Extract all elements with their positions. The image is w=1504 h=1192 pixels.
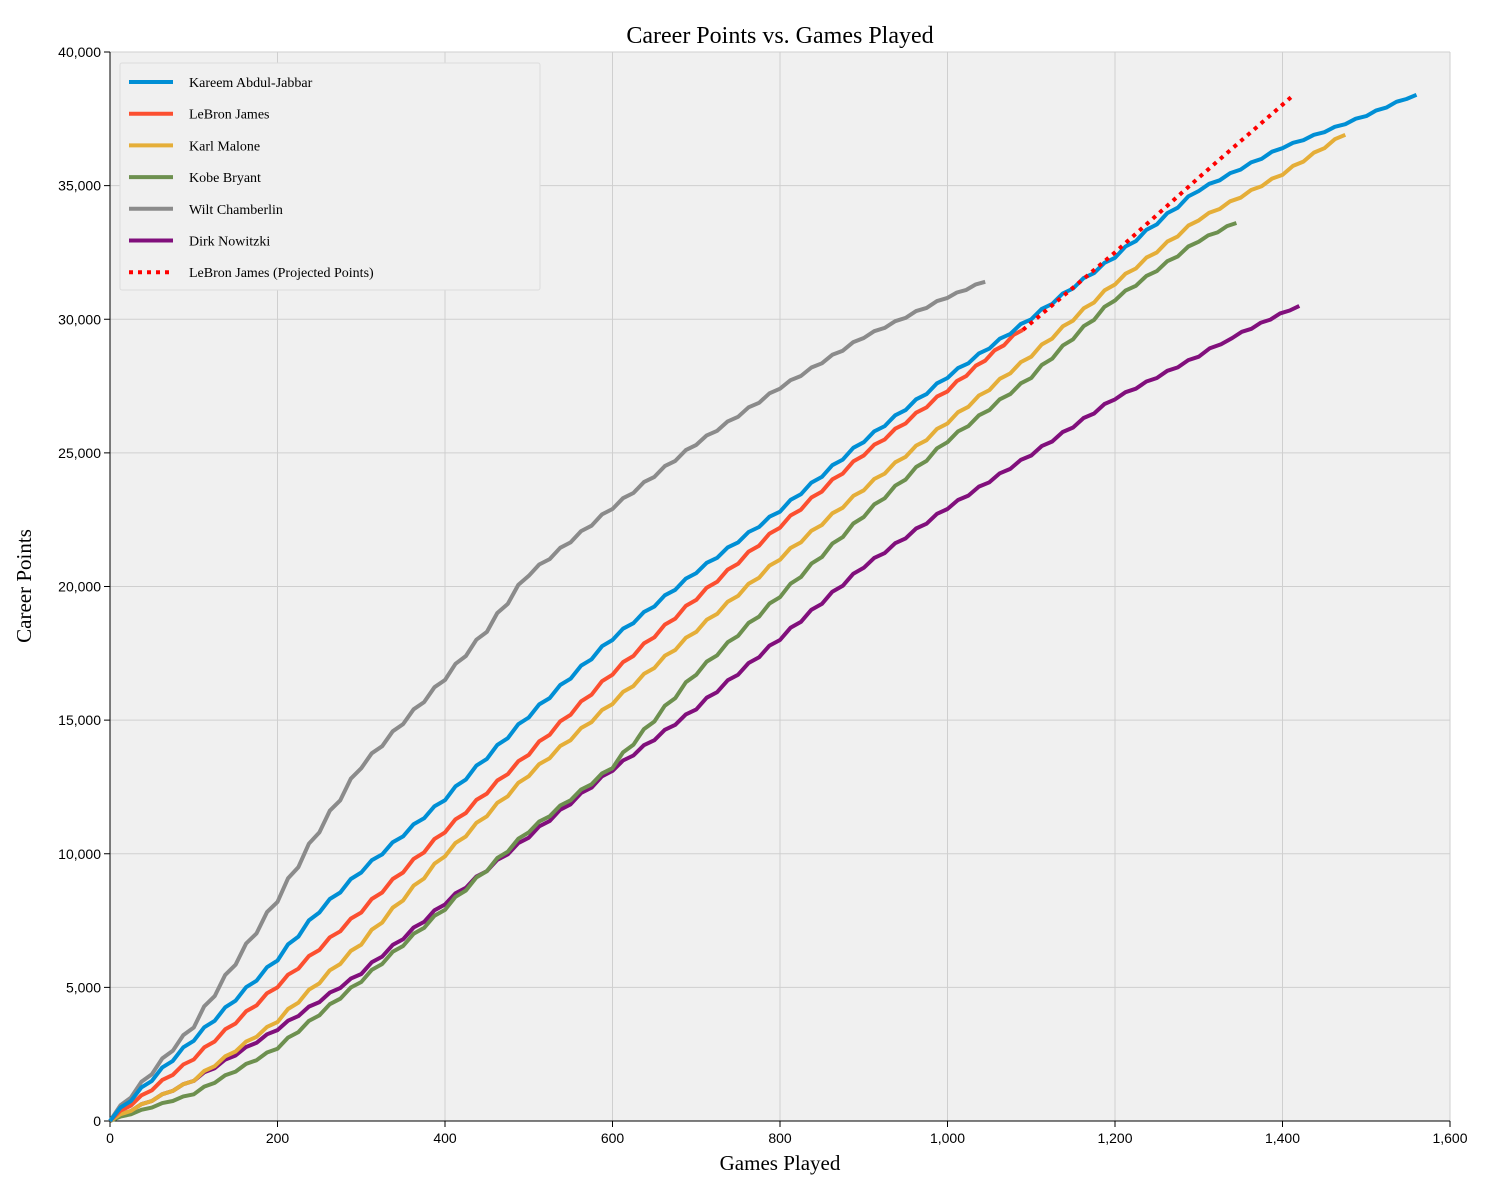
legend-label: LeBron James	[189, 108, 269, 123]
x-tick-label: 1,000	[930, 1130, 965, 1146]
x-axis-label: Games Played	[720, 1151, 841, 1175]
series-line-karl-malone	[108, 132, 1347, 1123]
x-tick-label: 1,600	[1432, 1130, 1467, 1146]
y-tick-label: 30,000	[58, 311, 101, 327]
x-tick-label: 200	[266, 1130, 290, 1146]
series-line-lebron-james	[108, 328, 1024, 1123]
x-tick-label: 1,400	[1265, 1130, 1300, 1146]
series-line-wilt-chamberlin	[108, 279, 986, 1123]
y-tick-label: 0	[93, 1113, 101, 1129]
chart-title: Career Points vs. Games Played	[626, 23, 933, 49]
legend: Kareem Abdul-Jabbar LeBron James Karl Malo…	[119, 62, 541, 291]
legend-label: Kobe Bryant	[189, 171, 261, 186]
series-line-kobe-bryant	[109, 221, 1238, 1123]
legend-label: Karl Malone	[189, 139, 260, 154]
y-tick-label: 5,000	[66, 979, 101, 995]
legend-label: Wilt Chamberlin	[189, 203, 283, 218]
y-tick-label: 10,000	[58, 846, 101, 862]
series-lines	[108, 92, 1418, 1123]
legend-label: LeBron James (Projected Points)	[189, 266, 374, 281]
x-tick-label: 600	[601, 1130, 625, 1146]
x-tick-label: 1,200	[1097, 1130, 1132, 1146]
y-tick-label: 15,000	[58, 712, 101, 728]
legend-box	[119, 62, 541, 291]
series-line-kareem-abdul-jabbar	[108, 92, 1418, 1123]
y-tick-label: 20,000	[58, 579, 101, 595]
y-tick-label: 40,000	[58, 44, 101, 60]
tick-labels: 0 200 400 600 800 1,000 1,200 1,400 1,600 0 5,000 1…	[58, 44, 1468, 1146]
x-tick-label: 400	[433, 1130, 457, 1146]
y-axis-label: Career Points	[12, 529, 36, 643]
y-tick-label: 35,000	[58, 178, 101, 194]
x-tick-label: 0	[106, 1130, 114, 1146]
series-line-dirk-nowitzki	[108, 304, 1301, 1123]
legend-label: Kareem Abdul-Jabbar	[189, 76, 313, 91]
legend-label: Dirk Nowitzki	[189, 235, 270, 250]
x-tick-label: 800	[768, 1130, 792, 1146]
y-tick-label: 25,000	[58, 445, 101, 461]
grid-lines	[110, 51, 1451, 1121]
